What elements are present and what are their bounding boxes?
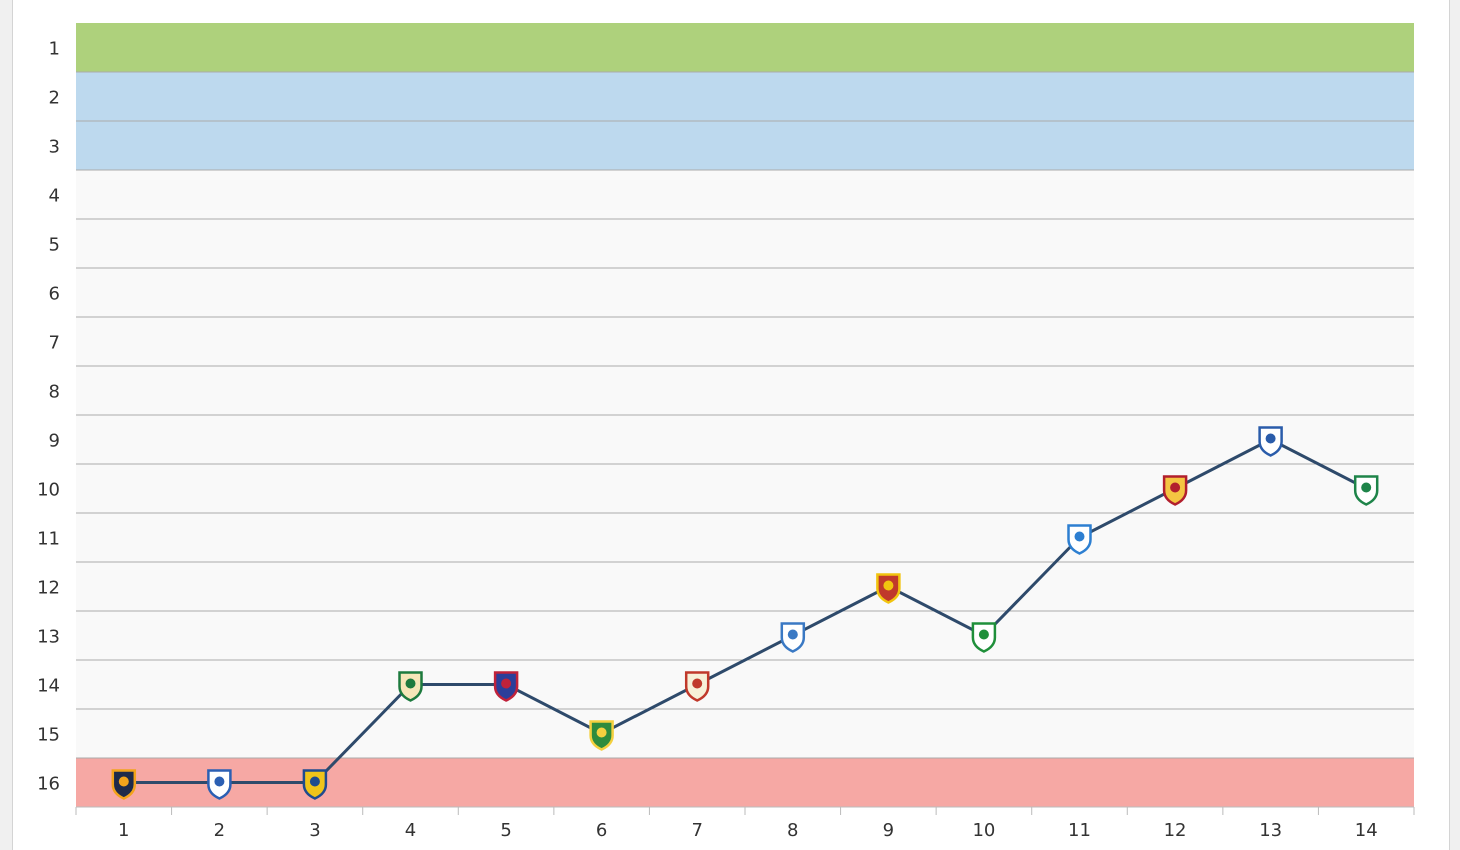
gornik-crest-icon: [1258, 426, 1283, 457]
crest-emblem: [501, 678, 512, 689]
crest-emblem: [214, 776, 225, 787]
x-tick-label-2: 2: [214, 820, 225, 841]
zaglebie-crest-icon: [398, 671, 423, 702]
y-tick-label-9: 9: [49, 431, 60, 452]
raków-crest-icon: [493, 671, 519, 702]
y-tick-label-5: 5: [49, 235, 60, 256]
y-tick-label-13: 13: [37, 627, 60, 648]
x-tick-label-11: 11: [1068, 820, 1091, 841]
stal-crest-icon: [1067, 524, 1092, 555]
x-tick-label-6: 6: [596, 820, 607, 841]
x-tick-label-1: 1: [118, 820, 129, 841]
y-tick-label-1: 1: [49, 39, 60, 60]
y-tick-label-14: 14: [37, 676, 60, 697]
crest-emblem: [1265, 433, 1276, 444]
legia-crest-icon: [971, 622, 997, 653]
x-tick-label-12: 12: [1164, 820, 1187, 841]
crest-emblem: [883, 580, 894, 591]
point-layer: [111, 426, 1379, 800]
crest-emblem: [309, 776, 320, 787]
y-tick-label-10: 10: [37, 480, 60, 501]
crest-emblem: [1170, 482, 1181, 493]
crest-emblem: [596, 727, 607, 738]
crest-emblem: [405, 678, 416, 689]
x-tick-label-5: 5: [500, 820, 511, 841]
x-tick-label-9: 9: [883, 820, 894, 841]
y-tick-label-8: 8: [49, 382, 60, 403]
axis-layer: 1 2 3 4 5 6 7 8 9 10 11 12 13 14123456789101112131415…: [37, 39, 1415, 841]
crest-emblem: [1361, 482, 1372, 493]
y-tick-label-4: 4: [49, 186, 60, 207]
x-tick-label-8: 8: [787, 820, 798, 841]
chart-frame: 1 2 3 4 5 6 7 8 9 10 11 12 13 14 1 2 3 4 5 6 7 8 9 10 11 12 13 14 15…: [12, 0, 1450, 850]
crest-emblem: [118, 776, 129, 787]
x-tick-label-7: 7: [691, 820, 702, 841]
widzew-crest-icon: [1162, 475, 1188, 506]
position-chart: 1 2 3 4 5 6 7 8 9 10 11 12 13 14123456789101112131415…: [37, 23, 1415, 841]
series-line: [123, 438, 1367, 784]
wisla-plock-crest-icon: [207, 769, 232, 800]
y-tick-label-6: 6: [49, 284, 60, 305]
crest-emblem: [1074, 531, 1085, 542]
zone-band-1: [76, 23, 1414, 72]
y-tick-label-16: 16: [37, 774, 60, 795]
x-tick-label-3: 3: [309, 820, 320, 841]
crest-emblem: [692, 678, 703, 689]
x-tick-label-13: 13: [1259, 820, 1282, 841]
x-tick-label-4: 4: [405, 820, 416, 841]
pogon-crest-icon: [111, 769, 137, 800]
lech-crest-icon: [780, 622, 806, 653]
jagiellonia-crest-icon: [876, 573, 901, 604]
lechia-crest-icon: [1353, 475, 1379, 506]
y-tick-label-2: 2: [49, 88, 60, 109]
x-tick-label-14: 14: [1355, 820, 1378, 841]
y-tick-label-11: 11: [37, 529, 60, 550]
slask-crest-icon: [589, 720, 614, 751]
crest-emblem: [978, 629, 989, 640]
y-tick-label-15: 15: [37, 725, 60, 746]
x-tick-label-10: 10: [972, 820, 995, 841]
crest-emblem: [787, 629, 798, 640]
y-tick-label-7: 7: [49, 333, 60, 354]
arka-crest-icon: [302, 769, 328, 800]
y-tick-label-12: 12: [37, 578, 60, 599]
y-tick-label-3: 3: [49, 137, 60, 158]
line-layer: [123, 438, 1367, 784]
piast-crest-icon: [684, 671, 710, 702]
